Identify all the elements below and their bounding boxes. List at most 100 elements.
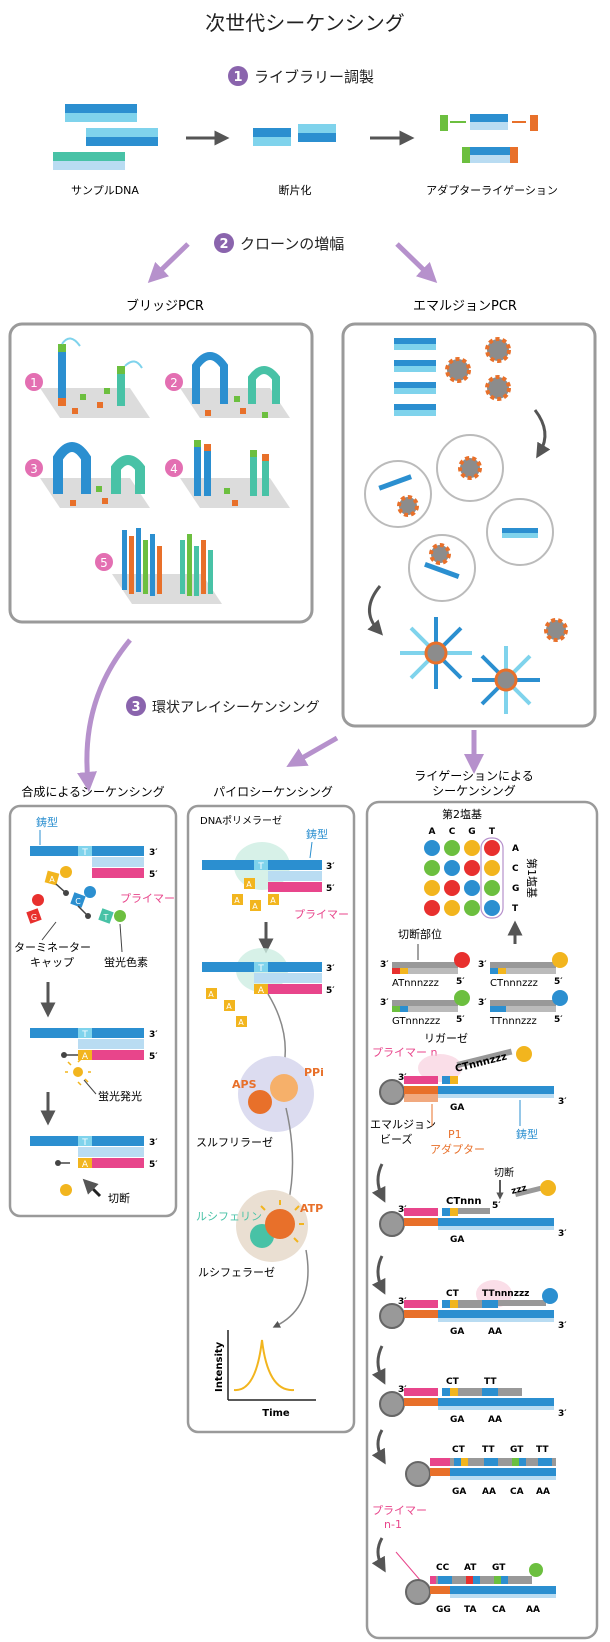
svg-text:AA: AA (482, 1487, 496, 1497)
svg-text:5′: 5′ (554, 977, 563, 987)
pyro-free-nucleotides-1: A A A A (232, 878, 279, 911)
svg-text:3′: 3′ (326, 862, 335, 872)
arrow-emulsion-to-pyro (286, 735, 339, 767)
svg-text:A: A (234, 896, 240, 905)
svg-text:T: T (257, 964, 264, 974)
svg-text:3′: 3′ (478, 960, 487, 970)
svg-text:AA: AA (488, 1327, 502, 1337)
step-3-label: 環状アレイシーケンシング (152, 700, 320, 716)
ligation-color-matrix: A C G T A C G T (424, 827, 519, 919)
svg-text:3′: 3′ (149, 1138, 158, 1148)
ligation-probe-ct (490, 952, 568, 974)
matrix-cell (484, 860, 500, 876)
ligation-primer-n1-label-1: プライマー (372, 1504, 427, 1517)
svg-text:TTnnnzzz: TTnnnzzz (482, 1289, 529, 1299)
emulsion-arrow-2 (367, 585, 384, 636)
pyro-duplex-2: T A (202, 962, 322, 996)
svg-text:CT: CT (446, 1377, 460, 1387)
ligation-first-base-label: 第1塩基 (525, 858, 539, 898)
bridge-step-4 (180, 440, 290, 508)
matrix-cell (484, 900, 500, 916)
svg-text:AA: AA (488, 1415, 502, 1425)
svg-text:A: A (270, 896, 276, 905)
pyro-template-label: 鋳型 (306, 827, 328, 841)
step-1-number: 1 (233, 70, 242, 85)
svg-text:TT: TT (536, 1445, 549, 1455)
bridge-badge-1 (25, 373, 43, 391)
svg-text:A: A (429, 827, 436, 837)
matrix-cell (464, 840, 480, 856)
svg-text:A: A (208, 990, 214, 999)
matrix-cell (484, 840, 500, 856)
step-3-number: 3 (131, 700, 140, 715)
ligation-bead-complex-4 (379, 1388, 554, 1417)
ligation-cycle-arrow-2 (371, 1255, 386, 1295)
ligation-primer-n-label: プライマー n (372, 1046, 437, 1059)
svg-text:CC: CC (436, 1563, 450, 1573)
svg-text:T: T (512, 904, 519, 914)
step-3-heading: 3 環状アレイシーケンシング (126, 696, 320, 716)
svg-text:5′: 5′ (456, 1015, 465, 1025)
matrix-cell (444, 880, 460, 896)
ligation-cycle-arrow-5 (371, 1537, 386, 1573)
bridge-pcr-title: ブリッジPCR (126, 298, 204, 314)
ligation-probe-at (392, 952, 470, 974)
bridge-num-3: 3 (30, 462, 38, 476)
svg-text:GT: GT (510, 1445, 524, 1455)
svg-text:3′: 3′ (478, 998, 487, 1008)
ligation-second-base-label: 第2塩基 (442, 807, 482, 821)
svg-text:A: A (82, 1052, 89, 1062)
pyro-intensity-label: Intensity (214, 1341, 225, 1392)
bridge-step-3 (40, 442, 150, 508)
synthesis-emit-label: 蛍光発光 (98, 1089, 142, 1103)
sample-dna-label: サンプルDNA (71, 184, 139, 197)
svg-text:GA: GA (450, 1235, 464, 1245)
svg-text:GA: GA (450, 1415, 464, 1425)
ligation-cleave-label: 切断 (494, 1166, 514, 1179)
svg-text:3′: 3′ (558, 1409, 567, 1419)
emulsion-amplified-beads (400, 617, 568, 714)
svg-text:zzz: zzz (510, 1183, 528, 1197)
pyro-luciferase-label: ルシフェラーゼ (198, 1266, 275, 1279)
svg-text:TT: TT (484, 1377, 497, 1387)
ligation-cycle-arrow-1 (371, 1163, 386, 1203)
matrix-cell (464, 880, 480, 896)
synthesis-duplex-2: T A (30, 1028, 144, 1086)
svg-text:A: A (252, 902, 258, 911)
svg-text:G: G (512, 884, 519, 894)
bridge-badge-4 (165, 459, 183, 477)
bridge-badge-3 (25, 459, 43, 477)
svg-text:3′: 3′ (380, 960, 389, 970)
arrow-to-bridge (147, 242, 190, 283)
synthesis-terminator-label: ターミネーター (14, 941, 91, 954)
svg-text:A: A (226, 1002, 232, 1011)
matrix-cell (464, 860, 480, 876)
emulsion-dna-stack (394, 338, 436, 416)
ligation-template-label: 鋳型 (516, 1127, 538, 1141)
svg-text:T: T (257, 862, 264, 872)
step-1-badge (228, 66, 248, 86)
svg-text:3′: 3′ (149, 1030, 158, 1040)
svg-text:CT: CT (446, 1289, 460, 1299)
ligation-cycle-arrow-3 (371, 1345, 386, 1385)
svg-text:CTnnnzzz: CTnnnzzz (490, 978, 538, 989)
pyro-title: パイロシーケンシング (213, 785, 333, 799)
svg-text:3′: 3′ (398, 1385, 407, 1395)
step-2-heading: 2 クローンの増幅 (214, 233, 344, 253)
step-2-label: クローンの増幅 (240, 235, 344, 253)
step-3-badge (126, 696, 146, 716)
bridge-num-1: 1 (30, 376, 38, 390)
svg-text:GA: GA (450, 1103, 464, 1113)
ligation-beads-label-2: ビーズ (380, 1132, 412, 1146)
svg-text:GA: GA (452, 1487, 466, 1497)
ligation-probe-tt (490, 990, 568, 1012)
matrix-cell (444, 900, 460, 916)
svg-text:3′: 3′ (380, 998, 389, 1008)
matrix-cell (424, 880, 440, 896)
svg-text:CTnnn: CTnnn (446, 1196, 482, 1207)
pyro-intensity-plot (227, 1330, 316, 1401)
svg-text:5′: 5′ (149, 1160, 158, 1170)
svg-text:3′: 3′ (398, 1297, 407, 1307)
svg-text:3′: 3′ (149, 848, 158, 858)
step-2-badge (214, 233, 234, 253)
